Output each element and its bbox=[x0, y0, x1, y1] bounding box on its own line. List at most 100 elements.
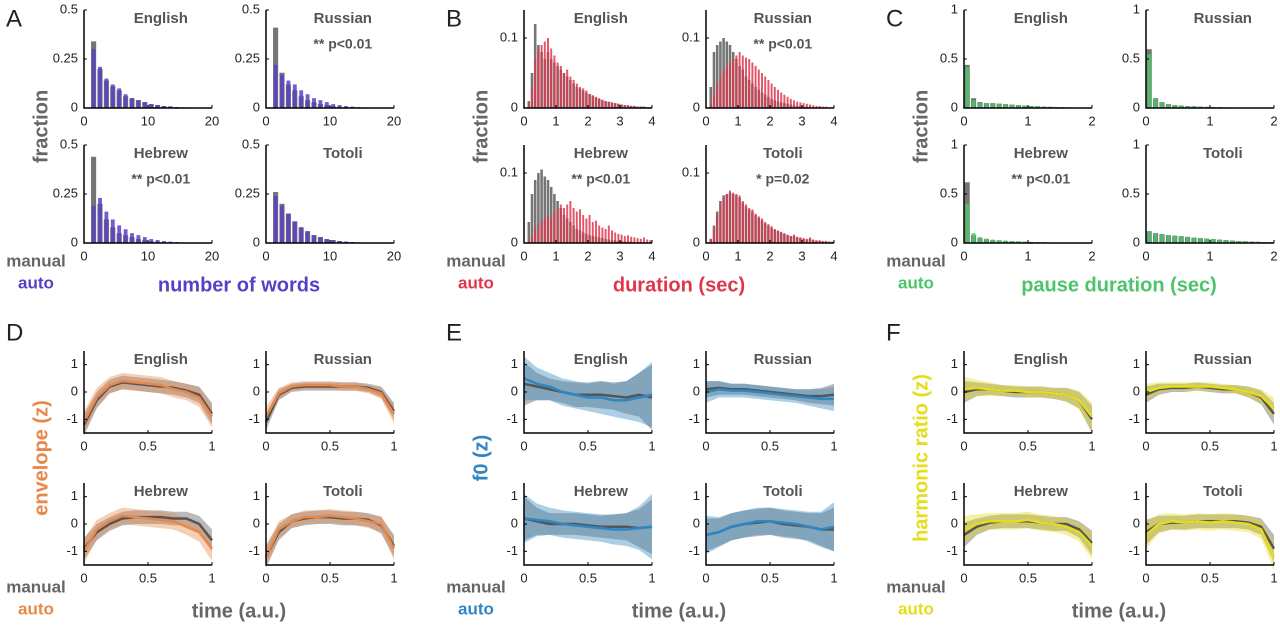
bar bbox=[821, 240, 824, 243]
x-tick-label: 10 bbox=[323, 113, 337, 128]
x-tick-label: 0.5 bbox=[321, 438, 339, 453]
x-tick-label: 20 bbox=[387, 113, 401, 128]
x-tick-label: 1 bbox=[830, 438, 837, 453]
bar bbox=[91, 49, 96, 108]
y-tick-label: -1 bbox=[66, 411, 78, 426]
x-tick-label: 0.5 bbox=[1019, 438, 1037, 453]
bar bbox=[305, 231, 310, 243]
bar bbox=[1179, 236, 1184, 243]
bar bbox=[273, 64, 278, 108]
y-tick-label: 0 bbox=[511, 383, 518, 398]
bar bbox=[1010, 241, 1014, 243]
bar bbox=[142, 102, 147, 108]
bar bbox=[965, 203, 970, 243]
bar bbox=[825, 240, 827, 243]
y-tick-label: -1 bbox=[506, 411, 518, 426]
x-tick-label: 3 bbox=[616, 113, 623, 128]
subplot-title: Hebrew bbox=[134, 483, 189, 500]
bar bbox=[815, 240, 818, 243]
bar bbox=[566, 69, 569, 108]
bar bbox=[777, 89, 779, 108]
bar bbox=[598, 225, 601, 243]
line bbox=[523, 517, 653, 531]
y-axis-label: fraction bbox=[30, 90, 52, 163]
y-tick-label: 0 bbox=[253, 234, 260, 249]
legend-label: auto bbox=[898, 273, 934, 292]
bar bbox=[110, 84, 115, 108]
bar bbox=[1003, 240, 1008, 243]
y-tick-label: 0.5 bbox=[60, 1, 78, 16]
bar bbox=[540, 45, 543, 108]
y-tick-label: 0 bbox=[1133, 99, 1140, 114]
bar bbox=[627, 105, 629, 108]
subplot-title: Totoli bbox=[1203, 483, 1243, 500]
y-tick-label: -1 bbox=[1128, 411, 1140, 426]
y-tick-label: -1 bbox=[1128, 543, 1140, 558]
bar bbox=[601, 99, 604, 108]
bar bbox=[719, 76, 722, 108]
bar bbox=[620, 234, 623, 243]
bar bbox=[534, 229, 537, 243]
bar bbox=[757, 69, 760, 108]
bar bbox=[337, 105, 342, 108]
bar bbox=[1153, 98, 1158, 108]
x-tick-label: 0.5 bbox=[139, 570, 157, 585]
y-tick-label: 1 bbox=[693, 356, 700, 371]
error-band bbox=[266, 381, 394, 427]
legend-label: manual bbox=[886, 577, 946, 596]
line bbox=[264, 514, 396, 558]
line bbox=[82, 514, 213, 552]
bar bbox=[633, 105, 636, 108]
y-tick-label: -1 bbox=[506, 543, 518, 558]
bar bbox=[990, 239, 995, 243]
y-tick-label: 1 bbox=[253, 488, 260, 503]
y-tick-label: 0 bbox=[1133, 383, 1140, 398]
bar bbox=[344, 106, 348, 108]
subplot-title: Totoli bbox=[1203, 145, 1243, 162]
bar bbox=[809, 237, 811, 243]
y-tick-label: 1 bbox=[693, 488, 700, 503]
x-tick-label: 0 bbox=[960, 248, 967, 263]
bar bbox=[639, 238, 642, 243]
bar bbox=[738, 195, 741, 243]
subplot-title: Hebrew bbox=[134, 145, 189, 162]
bar bbox=[997, 103, 1002, 108]
legend-label: auto bbox=[458, 273, 494, 292]
bar bbox=[559, 204, 562, 243]
x-tick-label: 10 bbox=[141, 113, 155, 128]
x-tick-label: 0 bbox=[262, 570, 269, 585]
panel-letter: A bbox=[6, 5, 22, 32]
x-tick-label: 1 bbox=[830, 570, 837, 585]
bar bbox=[793, 100, 795, 108]
y-tick-label: 1 bbox=[951, 488, 958, 503]
x-tick-label: 0 bbox=[1142, 248, 1149, 263]
y-tick-label: -1 bbox=[688, 543, 700, 558]
bar bbox=[575, 211, 578, 243]
x-tick-label: 0 bbox=[702, 438, 709, 453]
bar bbox=[780, 231, 783, 243]
subplot-title: English bbox=[574, 10, 628, 27]
line bbox=[523, 517, 653, 530]
bar bbox=[978, 237, 982, 243]
bar bbox=[556, 62, 559, 108]
x-tick-label: 0 bbox=[702, 570, 709, 585]
x-tick-label: 0 bbox=[262, 248, 269, 263]
bar bbox=[136, 235, 141, 243]
subplot-title: Russian bbox=[1194, 10, 1252, 27]
bar bbox=[786, 234, 789, 243]
bar bbox=[1204, 238, 1209, 243]
bar bbox=[312, 98, 316, 108]
bar bbox=[324, 102, 329, 108]
bar bbox=[611, 102, 613, 108]
bar bbox=[745, 204, 747, 243]
x-tick-label: 0 bbox=[262, 438, 269, 453]
bar bbox=[709, 239, 712, 243]
bar bbox=[764, 222, 767, 243]
x-tick-label: 4 bbox=[648, 113, 655, 128]
line bbox=[963, 520, 1093, 544]
legend-label: manual bbox=[886, 251, 946, 270]
bar bbox=[104, 211, 109, 243]
line bbox=[963, 518, 1093, 547]
y-tick-label: 0.5 bbox=[242, 136, 260, 151]
y-axis-label: fraction bbox=[470, 90, 492, 163]
